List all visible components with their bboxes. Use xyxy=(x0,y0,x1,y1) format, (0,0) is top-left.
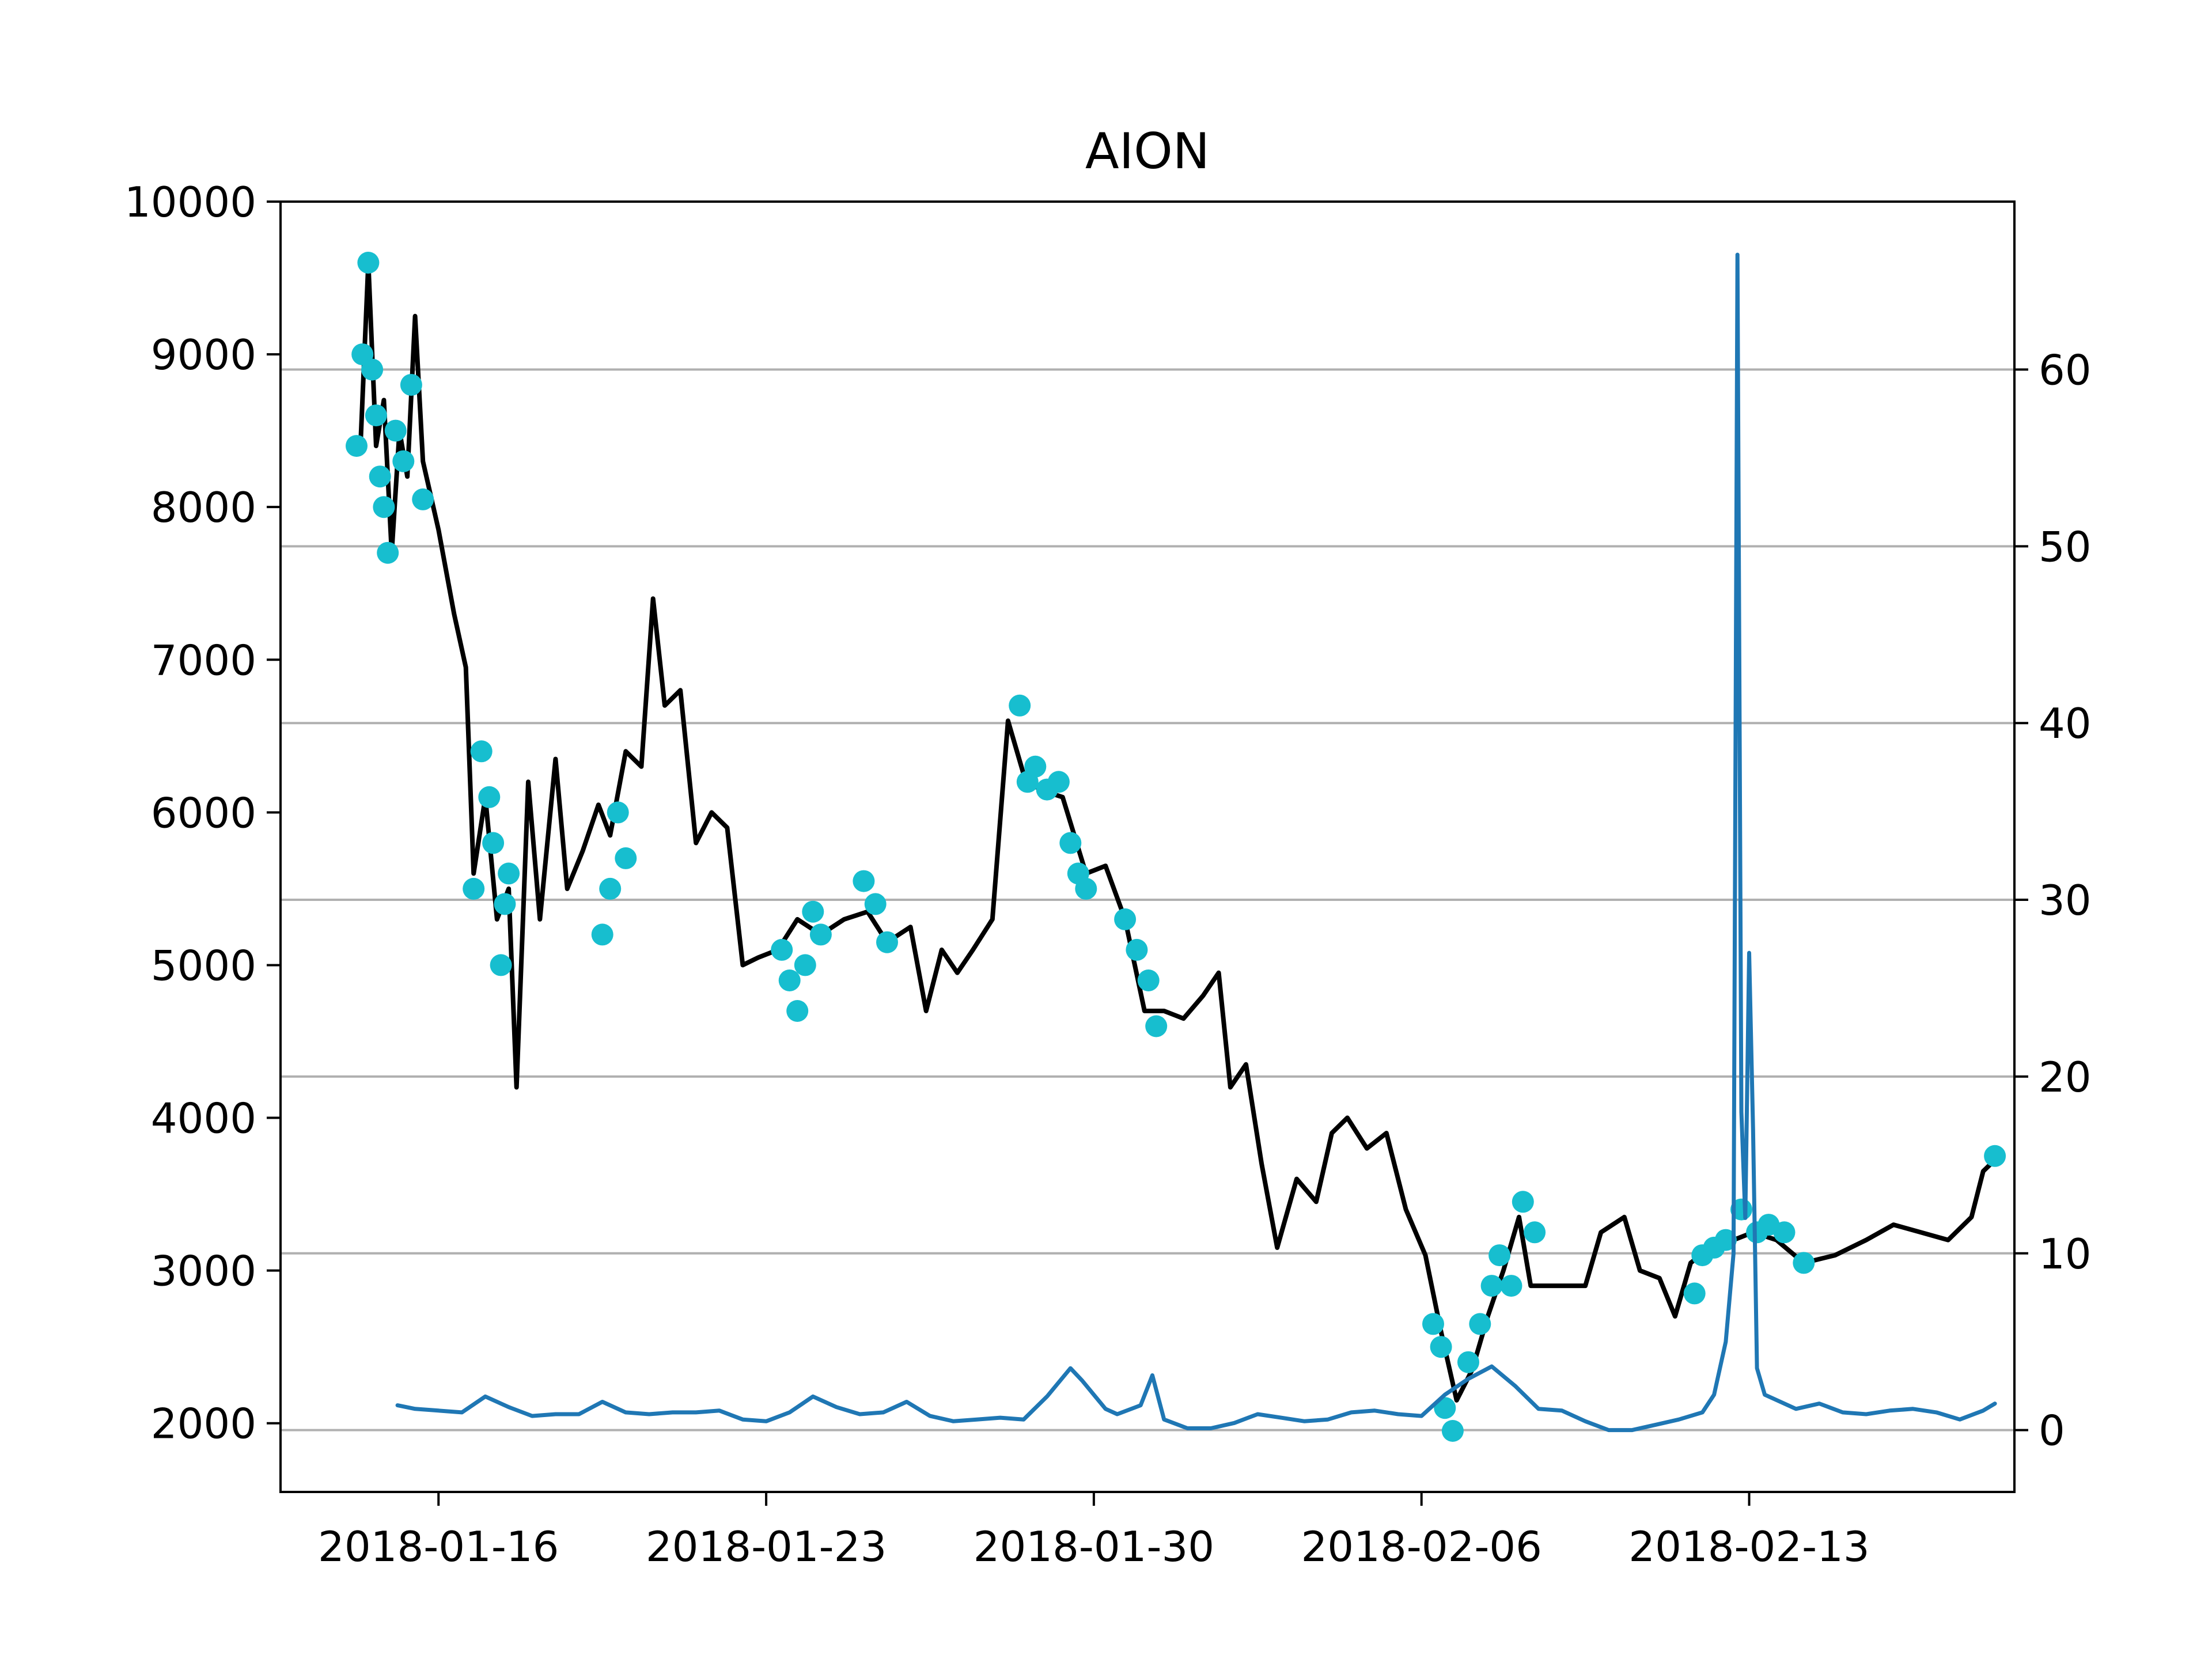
marker-point xyxy=(1047,771,1070,793)
marker-point xyxy=(1512,1191,1534,1213)
left-tick-label: 5000 xyxy=(151,941,256,990)
left-tick-label: 4000 xyxy=(151,1094,256,1143)
marker-point xyxy=(482,832,505,854)
marker-point xyxy=(1457,1351,1479,1373)
marker-point xyxy=(463,877,485,900)
marker-point xyxy=(412,488,434,510)
series-layer xyxy=(346,252,2006,1442)
marker-point xyxy=(599,877,622,900)
secondary-series-line xyxy=(395,252,1997,1433)
marker-point xyxy=(1059,832,1082,854)
marker-point xyxy=(607,801,629,824)
marker-point xyxy=(1793,1252,1815,1274)
marker-point xyxy=(377,541,399,564)
left-tick-label: 7000 xyxy=(151,636,256,684)
marker-point xyxy=(373,496,395,518)
right-axis: 0 10 20 30 40 50 60 xyxy=(2014,346,2092,1455)
marker-point xyxy=(478,786,501,808)
marker-point xyxy=(1009,694,1031,717)
right-tick-label: 20 xyxy=(2039,1053,2092,1101)
right-tick-label: 60 xyxy=(2039,346,2092,395)
marker-point xyxy=(809,923,832,946)
marker-point xyxy=(1984,1145,2006,1167)
left-tick-label: 9000 xyxy=(151,331,256,379)
marker-point xyxy=(1075,877,1097,900)
marker-point xyxy=(346,435,368,457)
x-tick-label: 2018-01-16 xyxy=(318,1522,559,1571)
marker-point xyxy=(1714,1229,1737,1251)
right-tick-label: 30 xyxy=(2039,876,2092,925)
marker-point xyxy=(771,938,793,961)
marker-point xyxy=(853,870,875,892)
marker-point xyxy=(1024,755,1047,778)
marker-point xyxy=(864,893,887,915)
marker-point xyxy=(876,931,898,953)
marker-point xyxy=(400,374,422,396)
marker-point xyxy=(365,404,387,427)
x-axis: 2018-01-16 2018-01-23 2018-01-30 2018-02-06… xyxy=(318,1492,1870,1571)
marker-point xyxy=(1137,969,1160,991)
marker-point xyxy=(357,252,380,274)
marker-point xyxy=(1422,1313,1444,1335)
marker-point xyxy=(361,358,384,381)
marker-point xyxy=(369,465,391,488)
marker-point xyxy=(591,923,613,946)
marker-point xyxy=(1126,938,1148,961)
marker-point xyxy=(1488,1244,1511,1267)
marker-point xyxy=(498,862,520,885)
left-tick-label: 2000 xyxy=(151,1400,256,1448)
left-tick-label: 8000 xyxy=(151,483,256,532)
grid-layer xyxy=(281,368,2014,1431)
chart-title: AION xyxy=(1085,123,1210,180)
marker-point xyxy=(1441,1420,1464,1442)
plot-frame xyxy=(279,200,2016,1493)
x-tick-label: 2018-02-13 xyxy=(1628,1522,1869,1571)
marker-point xyxy=(494,893,516,915)
right-tick-label: 0 xyxy=(2039,1407,2065,1455)
right-tick-label: 40 xyxy=(2039,699,2092,748)
marker-point xyxy=(1145,1015,1168,1037)
marker-point xyxy=(1500,1275,1522,1297)
left-tick-label: 3000 xyxy=(151,1247,256,1296)
marker-point xyxy=(786,1000,809,1022)
marker-point xyxy=(1434,1397,1456,1419)
marker-point xyxy=(1469,1313,1491,1335)
marker-point xyxy=(615,847,637,869)
x-tick-label: 2018-01-30 xyxy=(974,1522,1214,1571)
marker-point xyxy=(1773,1221,1796,1244)
marker-point xyxy=(1480,1275,1503,1297)
marker-point xyxy=(778,969,801,991)
marker-point xyxy=(490,954,512,976)
marker-point xyxy=(794,954,816,976)
marker-point xyxy=(1524,1221,1546,1244)
x-tick-label: 2018-01-23 xyxy=(646,1522,887,1571)
right-tick-label: 10 xyxy=(2039,1230,2092,1278)
marker-point xyxy=(470,740,493,763)
left-tick-label: 10000 xyxy=(124,178,256,226)
left-axis: 2000 3000 4000 5000 6000 7000 8000 9000 10000 xyxy=(124,178,281,1448)
left-tick-label: 6000 xyxy=(151,789,256,837)
right-tick-label: 50 xyxy=(2039,522,2092,571)
x-tick-label: 2018-02-06 xyxy=(1301,1522,1541,1571)
marker-point xyxy=(802,900,824,923)
marker-series xyxy=(346,252,2006,1442)
marker-point xyxy=(384,419,407,442)
marker-point xyxy=(392,450,415,472)
marker-point xyxy=(1114,908,1137,930)
marker-point xyxy=(1430,1336,1452,1358)
marker-point xyxy=(1683,1282,1706,1305)
